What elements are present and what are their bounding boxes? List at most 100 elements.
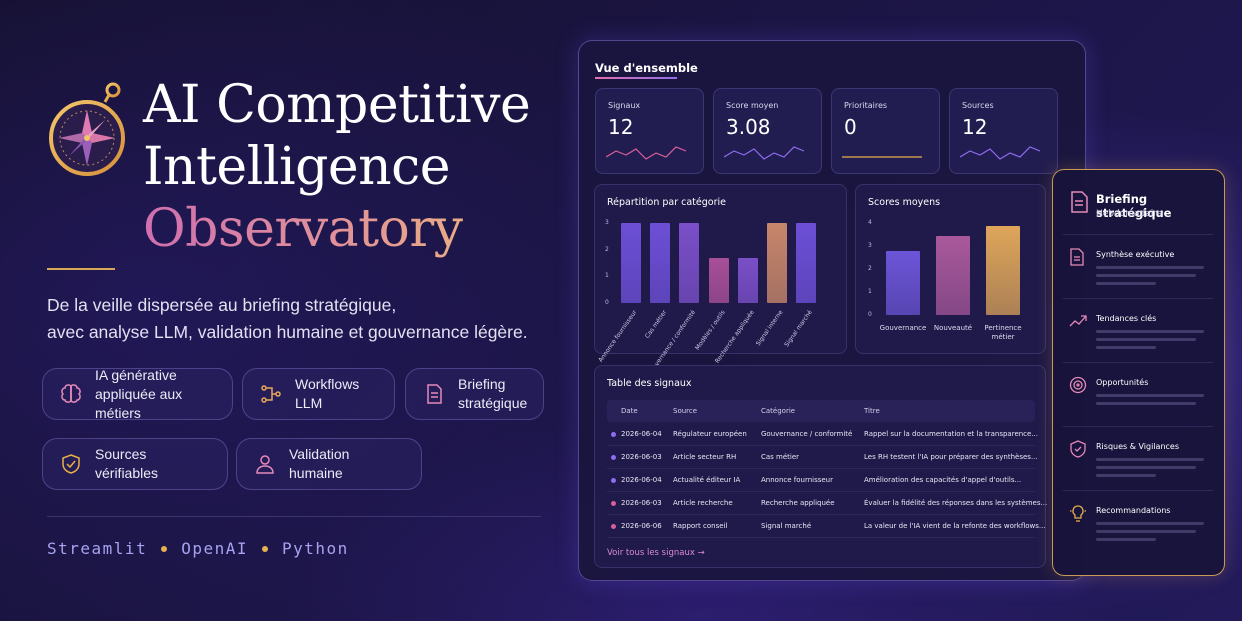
- briefing-section-tendances[interactable]: Tendances clés: [1063, 298, 1213, 362]
- col-source[interactable]: Source: [673, 407, 698, 415]
- y-tick-label: 2: [868, 265, 872, 272]
- cell-source: Rapport conseil: [673, 522, 728, 530]
- dashboard-window: Vue d'ensemble Signaux 12 Score moyen 3.…: [578, 40, 1086, 581]
- sparkline: [842, 156, 922, 158]
- text-placeholder: [1096, 338, 1196, 341]
- text-placeholder: [1096, 266, 1204, 269]
- bar[interactable]: [767, 223, 787, 303]
- feature-chip-sources: Sources vérifiables: [42, 438, 228, 490]
- kpi-value: 12: [962, 115, 988, 139]
- dashboard-title[interactable]: Vue d'ensemble: [595, 61, 698, 75]
- status-dot: [611, 432, 616, 437]
- separator-dot: [262, 545, 268, 552]
- see-all-signals-link[interactable]: Voir tous les signaux →: [607, 548, 705, 558]
- cell-title: Évaluer la fidélité des réponses dans le…: [864, 499, 1048, 507]
- kpi-label: Sources: [962, 101, 994, 110]
- text-placeholder: [1096, 330, 1204, 333]
- table-row[interactable]: 2026-06-04 Actualité éditeur IA Annonce fo…: [607, 469, 1035, 492]
- tab-underline: [595, 77, 677, 79]
- y-tick-label: 0: [605, 299, 609, 306]
- trend-up-icon: [1069, 315, 1087, 327]
- cell-title: Les RH testent l'IA pour préparer des sy…: [864, 453, 1038, 461]
- x-tick-label: Signal marché: [783, 309, 814, 349]
- tech-streamlit: Streamlit: [47, 539, 148, 558]
- feature-label: Sources vérifiables: [95, 446, 159, 481]
- status-dot: [611, 478, 616, 483]
- briefing-section-risques[interactable]: Risques & Vigilances: [1063, 426, 1213, 490]
- briefing-subtitle: Hebdomadaire: [1096, 209, 1163, 219]
- bar[interactable]: [936, 235, 970, 315]
- briefing-card: Briefing stratégique Hebdomadaire Synthè…: [1052, 169, 1225, 576]
- feature-chip-briefing: Briefing stratégique: [405, 368, 544, 420]
- feature-label: Briefing: [458, 376, 506, 392]
- hero-title-line2: Intelligence: [143, 137, 451, 197]
- bar[interactable]: [621, 223, 641, 303]
- briefing-section-recommandations[interactable]: Recommandations: [1063, 490, 1213, 554]
- user-icon: [256, 455, 274, 474]
- category-chart-panel: Répartition par catégorie 0 1 2 3 Annonce fo…: [594, 184, 847, 377]
- x-tick-label: Modèles / outils: [693, 309, 727, 352]
- cell-source: Actualité éditeur IA: [673, 476, 741, 484]
- separator-dot: [161, 545, 168, 552]
- kpi-value: 12: [608, 115, 634, 139]
- x-tick-label: Signal interne: [755, 309, 785, 348]
- col-date[interactable]: Date: [621, 407, 638, 415]
- hero-divider: [47, 268, 115, 270]
- hero-tagline: De la veille dispersée au briefing strat…: [47, 292, 567, 346]
- bar[interactable]: [650, 223, 671, 303]
- target-icon: [1069, 376, 1087, 394]
- chart-title: Scores moyens: [868, 197, 941, 208]
- table-row[interactable]: 2026-06-03 Article secteur RH Cas métier Le…: [607, 446, 1038, 469]
- feature-chip-workflows: Workflows LLM: [242, 368, 395, 420]
- feature-label: IA générative: [95, 366, 177, 383]
- table-row[interactable]: 2026-06-04 Régulateur européen Gouvernance…: [607, 423, 1038, 446]
- bar[interactable]: [886, 250, 920, 315]
- bar[interactable]: [679, 223, 700, 303]
- section-name: Risques & Vigilances: [1096, 442, 1180, 451]
- sparkline: [960, 146, 1041, 160]
- brain-icon: [61, 384, 81, 403]
- kpi-card-prioritaires: Prioritaires 0: [831, 88, 940, 174]
- cell-source: Article secteur RH: [673, 453, 737, 461]
- col-title[interactable]: Titre: [864, 407, 880, 415]
- tech-stack: Streamlit OpenAI Python: [47, 539, 547, 558]
- briefing-section-synthese[interactable]: Synthèse exécutive: [1063, 234, 1213, 298]
- feature-chip-validation: Validation humaine: [236, 438, 422, 490]
- cell-source: Article recherche: [673, 499, 733, 507]
- feature-label: Workflows LLM: [295, 376, 360, 411]
- lightbulb-icon: [1070, 505, 1086, 522]
- feature-label-2: stratégique: [458, 395, 528, 411]
- workflow-icon: [261, 385, 281, 403]
- shield-check-icon: [62, 454, 80, 474]
- y-tick-label: 2: [605, 245, 609, 253]
- section-name: Synthèse exécutive: [1096, 250, 1175, 259]
- table-row[interactable]: 2026-06-03 Article recherche Recherche app…: [607, 492, 1047, 515]
- document-icon: [1070, 248, 1084, 266]
- bar[interactable]: [737, 257, 758, 303]
- bar[interactable]: [796, 223, 817, 303]
- y-tick-label: 1: [605, 272, 609, 280]
- hero-title: AI Competitive Intelligence Observatory: [143, 74, 563, 260]
- text-placeholder: [1096, 274, 1196, 277]
- table-row[interactable]: 2026-06-06 Rapport conseil Signal marché La…: [607, 515, 1046, 538]
- text-placeholder: [1096, 530, 1196, 533]
- cell-category: Annonce fournisseur: [761, 476, 833, 484]
- table-header: Date Source Catégorie Titre: [607, 400, 1035, 422]
- section-name: Opportunités: [1096, 378, 1149, 387]
- kpi-label: Score moyen: [726, 101, 779, 110]
- cell-date: 2026-06-04: [621, 430, 662, 438]
- bar[interactable]: [708, 257, 729, 303]
- bar[interactable]: [986, 226, 1020, 315]
- cell-category: Cas métier: [761, 453, 800, 461]
- y-tick-label: 0: [868, 311, 872, 318]
- sparkline: [606, 146, 687, 160]
- cell-date: 2026-06-03: [621, 453, 662, 461]
- section-name: Tendances clés: [1096, 314, 1157, 323]
- kpi-card-sources: Sources 12: [949, 88, 1058, 174]
- signals-table-panel: Table des signaux Date Source Catégorie …: [594, 365, 1047, 568]
- briefing-section-opportunites[interactable]: Opportunités: [1063, 362, 1213, 426]
- x-tick-label: Annonce fournisseur: [597, 309, 639, 364]
- col-category[interactable]: Catégorie: [761, 407, 796, 415]
- text-placeholder: [1096, 474, 1156, 477]
- text-placeholder: [1096, 458, 1204, 461]
